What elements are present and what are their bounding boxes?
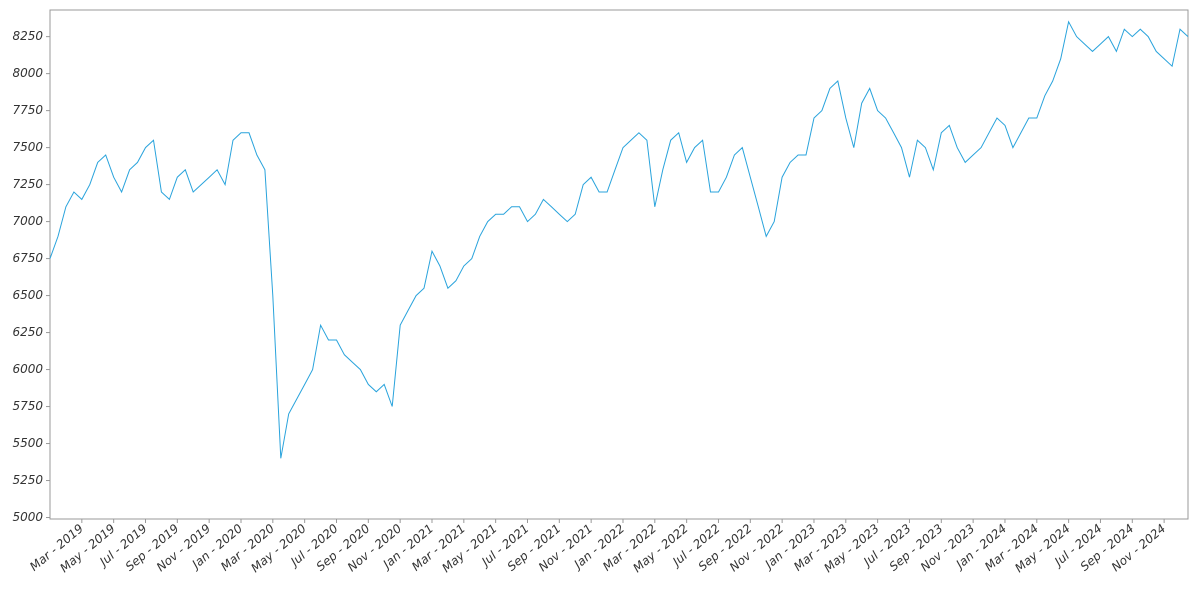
data-line — [49, 20, 1189, 459]
y-tick-label: 7750 — [12, 103, 43, 117]
y-tick-label: 5500 — [12, 436, 43, 450]
y-tick-label: 5250 — [12, 473, 43, 487]
y-tick-label: 7000 — [12, 214, 43, 228]
y-tick-label: 6250 — [12, 325, 43, 339]
y-tick-label: 6500 — [12, 288, 43, 302]
y-tick-label: 8250 — [12, 29, 43, 43]
y-tick-label: 8000 — [12, 66, 43, 80]
y-tick-label: 7500 — [12, 140, 43, 154]
y-tick-label: 5000 — [12, 510, 43, 524]
y-tick-label: 6000 — [12, 362, 43, 376]
y-tick-label: 7250 — [12, 177, 43, 191]
y-tick-label: 5750 — [12, 399, 43, 413]
plot-frame — [49, 9, 1189, 520]
y-tick-label: 6750 — [12, 251, 43, 265]
